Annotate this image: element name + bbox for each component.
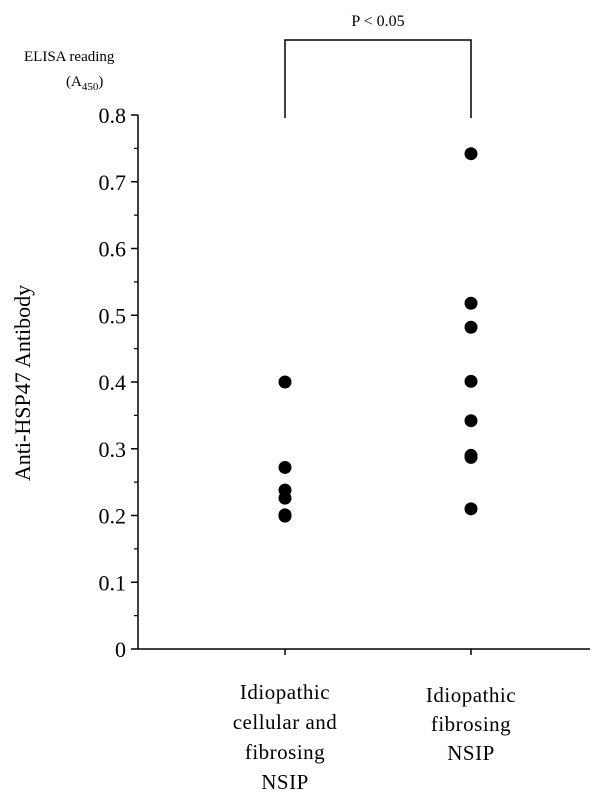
- unit-label: ELISA reading (A450): [24, 49, 115, 93]
- y-axis-label: Anti-HSP47 Antibody: [10, 285, 35, 481]
- data-point: [464, 147, 478, 161]
- data-point: [278, 491, 292, 505]
- data-point: [464, 502, 478, 516]
- y-tick-label: 0.3: [99, 437, 127, 462]
- data-point: [278, 460, 292, 474]
- category-label-1: fibrosing: [431, 712, 511, 736]
- data-point: [464, 414, 478, 428]
- y-tick-label: 0.4: [99, 370, 127, 395]
- y-tick-label: 0.2: [99, 504, 127, 529]
- data-point: [464, 296, 478, 310]
- y-tick-label: 0: [115, 637, 126, 662]
- y-tick-label: 0.5: [99, 303, 127, 328]
- data-point: [464, 450, 478, 464]
- data-point: [278, 375, 292, 389]
- category-label-0: NSIP: [261, 770, 309, 794]
- significance-bracket: P < 0.05: [284, 13, 472, 118]
- y-tick-label: 0.8: [99, 103, 127, 128]
- category-labels: Idiopathic cellular and fibrosing NSIP Idiop…: [233, 680, 516, 794]
- category-label-0: Idiopathic: [240, 680, 330, 704]
- data-point: [278, 509, 292, 523]
- category-label-1: Idiopathic: [426, 683, 516, 707]
- y-tick-label: 0.6: [99, 237, 127, 262]
- category-label-1: NSIP: [447, 741, 495, 765]
- category-label-0: fibrosing: [245, 740, 325, 764]
- data-points: [278, 147, 478, 523]
- unit-label-line1: ELISA reading: [24, 49, 115, 65]
- unit-label-line2: (A450): [66, 74, 103, 93]
- y-ticks: 0 0.1 0.2 0.3 0.4 0.5 0.6 0.7 0.8: [99, 103, 138, 662]
- data-point: [464, 320, 478, 334]
- axes: [137, 115, 590, 655]
- y-tick-label: 0.7: [99, 170, 127, 195]
- data-point: [464, 374, 478, 388]
- category-label-0: cellular and: [233, 710, 338, 734]
- y-tick-label: 0.1: [99, 570, 127, 595]
- significance-label: P < 0.05: [351, 13, 404, 30]
- significance-bracket-line: [284, 39, 472, 118]
